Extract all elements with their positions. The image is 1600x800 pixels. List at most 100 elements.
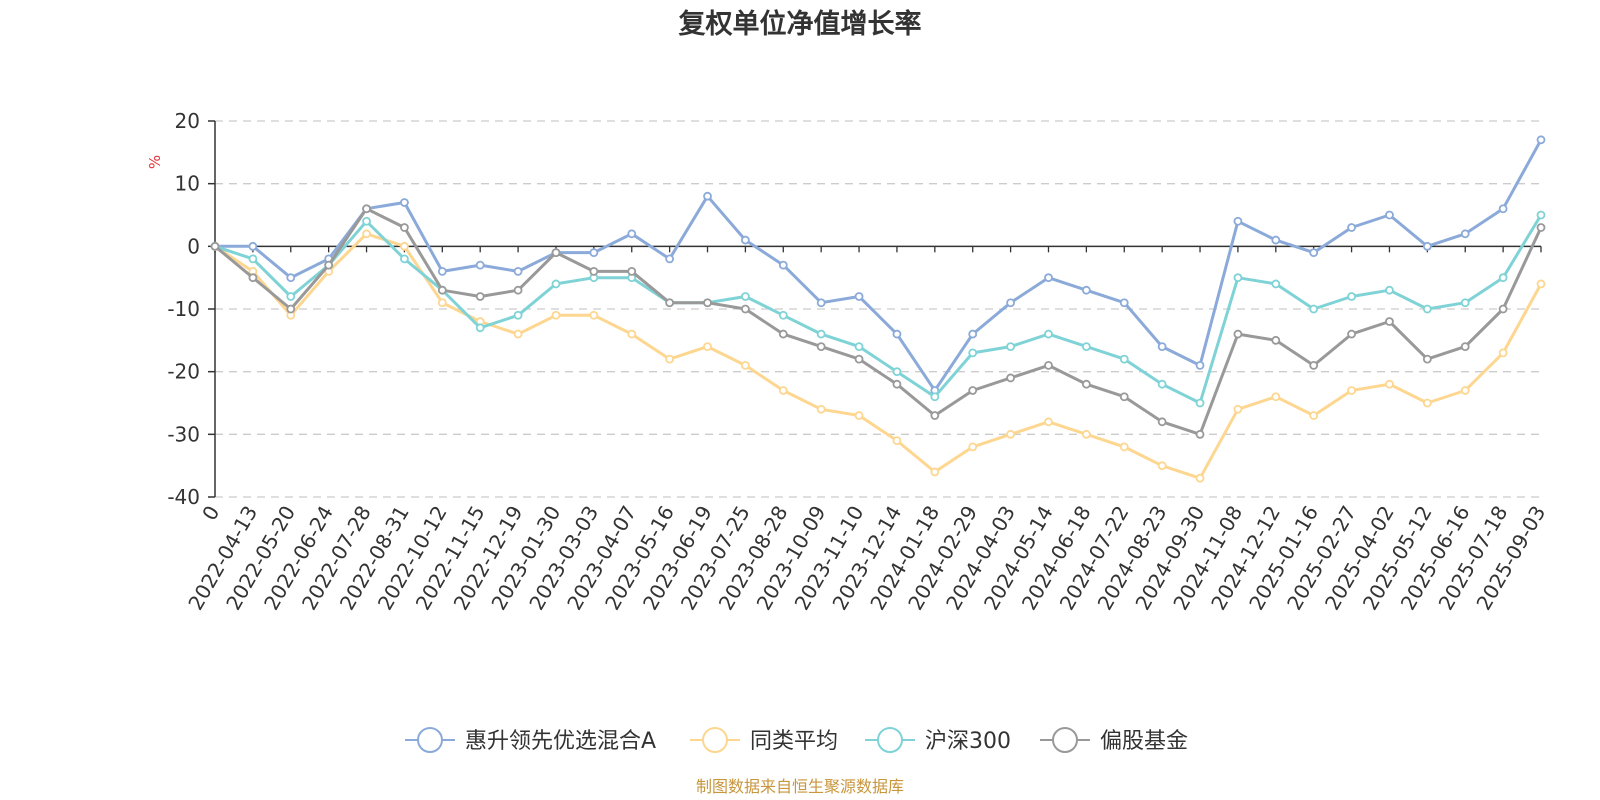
data-point xyxy=(1195,429,1205,439)
data-point xyxy=(1119,298,1129,308)
data-point xyxy=(1157,379,1167,389)
data-point xyxy=(892,436,902,446)
y-tick-label: 10 xyxy=(175,172,200,196)
data-point xyxy=(1157,461,1167,471)
data-point xyxy=(513,266,523,276)
data-point xyxy=(1498,348,1508,358)
data-point xyxy=(1536,279,1546,289)
data-point xyxy=(1006,298,1015,308)
data-point xyxy=(286,273,296,283)
data-point xyxy=(1044,360,1053,370)
data-point xyxy=(513,329,523,339)
y-tick-label: -30 xyxy=(167,422,200,446)
data-point xyxy=(1536,135,1546,145)
data-point xyxy=(362,216,371,226)
data-point xyxy=(1422,398,1432,408)
legend-circle-icon xyxy=(417,727,443,753)
data-point xyxy=(778,386,788,395)
legend-circle-icon xyxy=(877,727,903,753)
legend-label: 偏股基金 xyxy=(1100,729,1188,754)
data-point xyxy=(437,285,447,295)
data-point xyxy=(1422,241,1432,251)
series-line xyxy=(214,207,1543,436)
data-point xyxy=(1309,411,1319,420)
data-point xyxy=(362,229,371,239)
axes xyxy=(214,121,1541,497)
data-point xyxy=(968,442,978,452)
data-point xyxy=(551,248,561,258)
data-point xyxy=(437,266,447,276)
x-tick-label: 0 xyxy=(197,502,224,525)
series-line xyxy=(214,214,1543,405)
series-line xyxy=(214,232,1543,480)
data-point xyxy=(400,241,409,251)
y-tick-label: -10 xyxy=(167,297,200,321)
data-point xyxy=(627,329,637,339)
data-point xyxy=(1460,386,1470,395)
series-line xyxy=(215,139,1543,392)
data-point xyxy=(1006,373,1015,383)
data-point xyxy=(778,329,788,339)
data-point xyxy=(930,411,940,420)
x-axis-ticks: 02022-04-132022-05-202022-06-242022-07-2… xyxy=(183,246,1550,614)
data-point xyxy=(854,411,864,420)
data-point xyxy=(1195,360,1205,370)
data-point xyxy=(1157,342,1167,352)
data-point xyxy=(930,392,940,402)
data-point xyxy=(400,198,409,207)
data-point xyxy=(1195,398,1205,408)
legend-item[interactable]: 沪深300 xyxy=(865,727,1011,754)
legend-label: 惠升领先优选混合A xyxy=(465,729,656,754)
data-source-note: 制图数据来自恒生聚源数据库 xyxy=(696,777,904,796)
data-point xyxy=(589,266,599,276)
data-point xyxy=(816,329,826,339)
data-point xyxy=(741,360,750,370)
data-point xyxy=(324,260,334,270)
data-point xyxy=(703,191,712,201)
data-point xyxy=(362,204,371,214)
legend[interactable]: 惠升领先优选混合A 同类平均 沪深300 偏股基金 xyxy=(405,727,1188,754)
data-point xyxy=(854,292,864,301)
data-point xyxy=(1081,379,1091,389)
data-point xyxy=(210,241,220,251)
data-point xyxy=(1119,392,1129,402)
data-point xyxy=(1498,273,1508,283)
legend-item[interactable]: 惠升领先优选混合A xyxy=(405,727,656,754)
data-point xyxy=(1081,429,1091,439)
data-point xyxy=(1271,279,1281,289)
data-point xyxy=(1233,273,1243,283)
data-point xyxy=(551,310,561,320)
data-point xyxy=(665,254,675,264)
data-point xyxy=(778,310,788,320)
legend-circle-icon xyxy=(1052,727,1078,753)
legend-item[interactable]: 偏股基金 xyxy=(1040,727,1188,754)
data-point xyxy=(1044,329,1053,339)
data-point xyxy=(1309,304,1319,314)
series-3 xyxy=(210,204,1546,439)
data-point xyxy=(437,298,447,308)
data-point xyxy=(1233,329,1243,339)
data-point xyxy=(1536,223,1546,232)
data-point xyxy=(286,292,296,301)
data-point xyxy=(968,348,978,358)
y-tick-label: 0 xyxy=(187,234,200,258)
data-point xyxy=(1536,210,1546,220)
y-axis-ticks: 20 10 0 -10 -20 -30 -40 xyxy=(167,109,215,509)
data-point xyxy=(1233,404,1243,414)
data-point xyxy=(1385,210,1394,220)
legend-item[interactable]: 同类平均 xyxy=(690,727,838,754)
data-point xyxy=(1498,304,1508,314)
data-point xyxy=(1044,273,1053,283)
legend-circle-icon xyxy=(702,727,728,753)
data-point xyxy=(1309,360,1319,370)
data-point xyxy=(475,260,485,270)
data-point xyxy=(1347,329,1356,339)
data-point xyxy=(703,342,712,352)
data-point xyxy=(1006,429,1015,439)
data-point xyxy=(930,467,940,477)
data-point xyxy=(816,298,826,308)
data-point xyxy=(741,235,750,245)
series-0 xyxy=(210,135,1546,395)
legend-label: 同类平均 xyxy=(750,729,838,754)
